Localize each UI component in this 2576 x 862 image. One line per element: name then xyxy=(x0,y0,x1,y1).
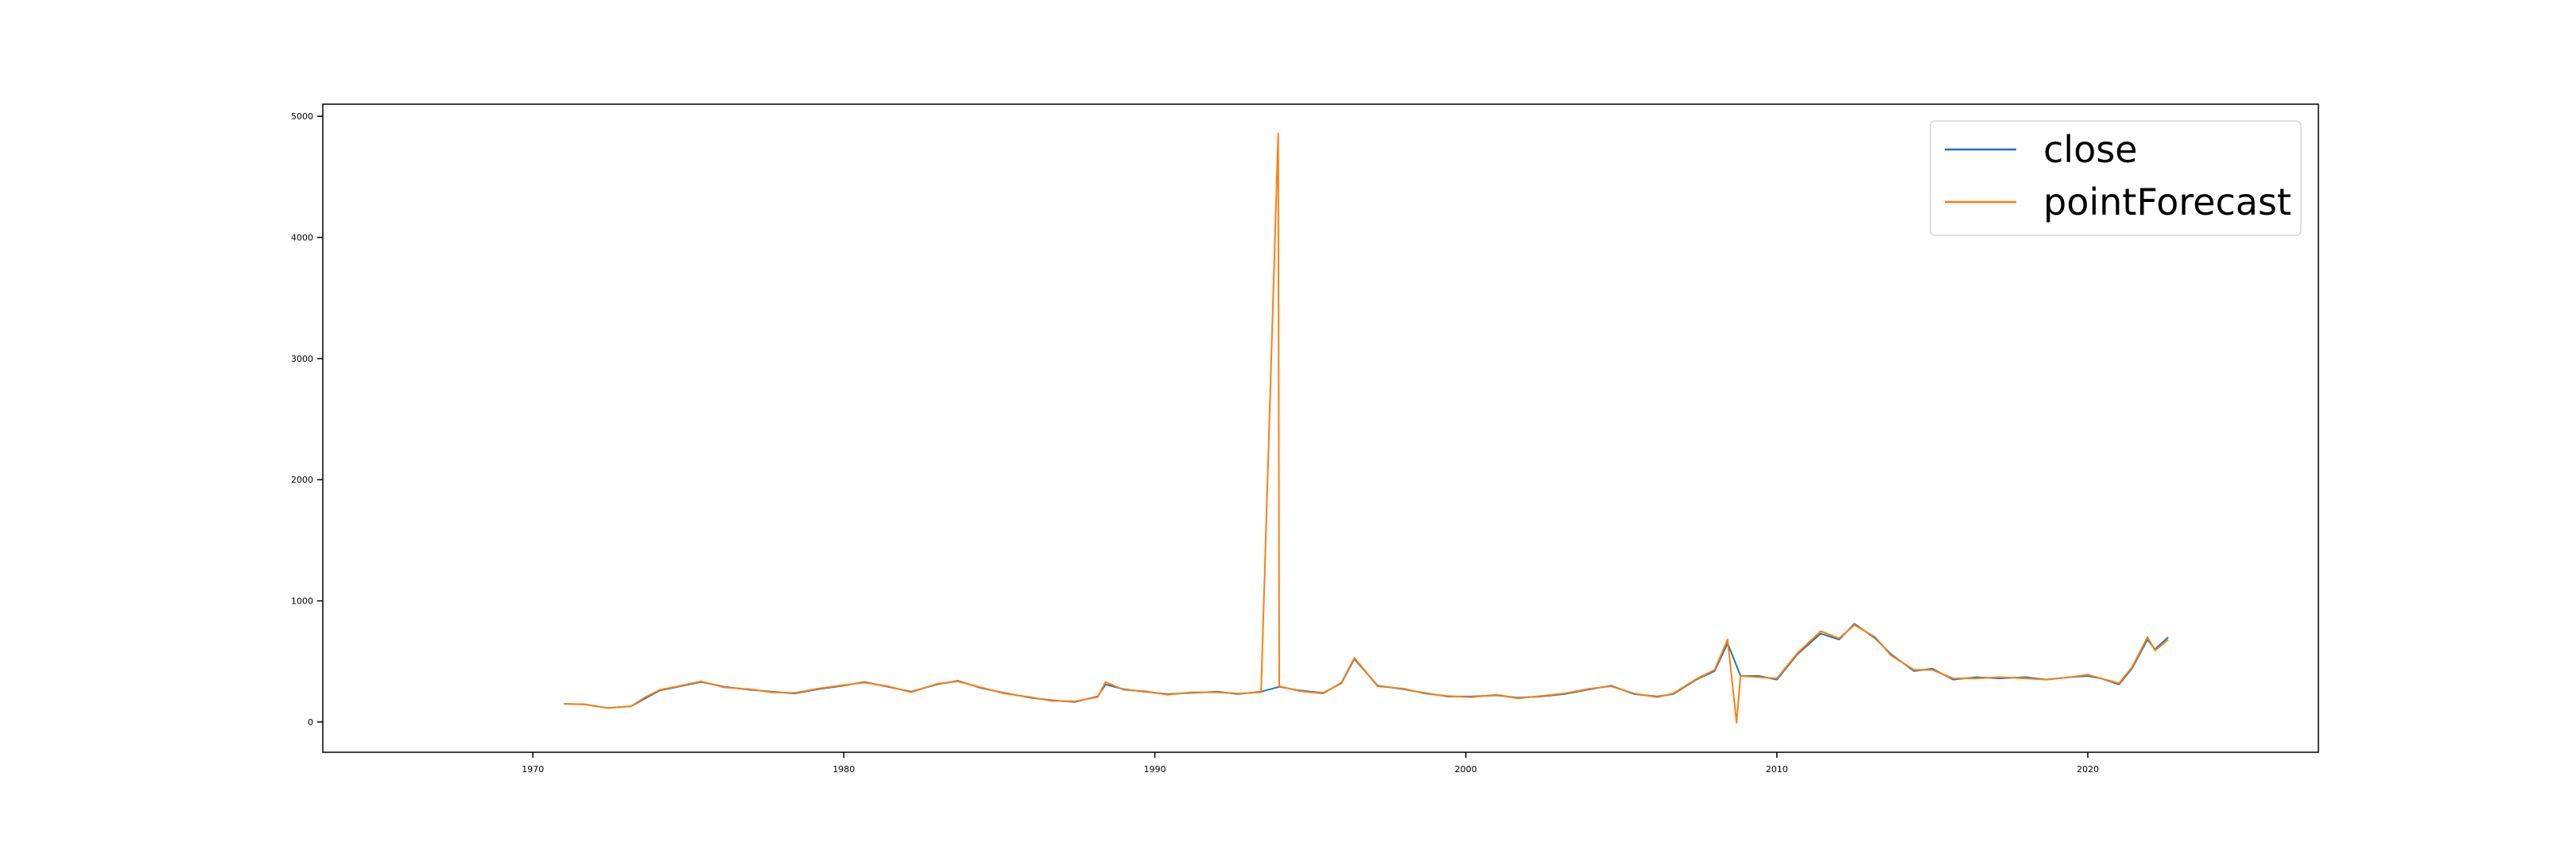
x-tick-label: 1990 xyxy=(1144,764,1166,775)
series-line-pointForecast xyxy=(564,132,2169,724)
y-tick-label: 5000 xyxy=(291,111,313,122)
y-tick-label: 1000 xyxy=(291,596,313,607)
x-tick-label: 2000 xyxy=(1455,764,1477,775)
legend-label-pointForecast: pointForecast xyxy=(2043,181,2291,223)
y-tick-label: 3000 xyxy=(291,354,313,364)
plot-layer xyxy=(564,132,2169,724)
x-tick-label: 1980 xyxy=(832,764,855,775)
legend-label-close: close xyxy=(2043,128,2137,171)
legend-box xyxy=(1930,120,2302,236)
x-tick-label: 2020 xyxy=(2077,764,2099,775)
x-tick-label: 2010 xyxy=(1766,764,1788,775)
y-tick-label: 4000 xyxy=(291,233,313,243)
x-tick-label: 1970 xyxy=(522,764,544,775)
plot-frame xyxy=(322,103,2319,753)
axes-layer: 1970 1980 1990 2000 2010 2020 0 1000 2000 3000 400… xyxy=(291,103,2319,775)
y-tick-label: 0 xyxy=(308,717,313,728)
y-tick-label: 2000 xyxy=(291,475,313,485)
legend: close pointForecast xyxy=(1930,120,2302,236)
